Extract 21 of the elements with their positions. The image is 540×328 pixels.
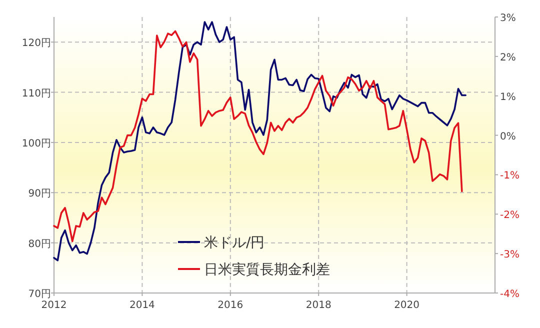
y-tick-label: 100円 — [22, 138, 51, 150]
y2-tick-label: -4% — [500, 289, 520, 300]
y2-tick-label: -1% — [500, 170, 520, 182]
x-tick-label: 2020 — [394, 300, 420, 311]
x-tick-label: 2018 — [306, 300, 332, 311]
y2-tick-label: 0% — [500, 131, 516, 142]
legend-label: 米ドル/円 — [204, 235, 265, 251]
y2-tick-label: 3% — [500, 13, 516, 24]
y2-tick-label: -2% — [500, 210, 520, 222]
y2-tick-label: -3% — [500, 250, 520, 261]
y-tick-label: 120円 — [22, 38, 51, 50]
y2-tick-label: 1% — [500, 92, 516, 103]
y-tick-label: 70円 — [28, 289, 51, 300]
y-tick-label: 80円 — [28, 238, 51, 250]
x-tick-label: 2016 — [218, 300, 244, 311]
x-tick-label: 2012 — [41, 300, 67, 311]
legend-label: 日米実質長期金利差 — [204, 262, 330, 278]
y-tick-label: 110円 — [22, 88, 51, 100]
y-tick-label: 90円 — [28, 188, 51, 200]
y2-tick-label: 2% — [500, 52, 516, 64]
x-tick-label: 2014 — [129, 300, 155, 311]
